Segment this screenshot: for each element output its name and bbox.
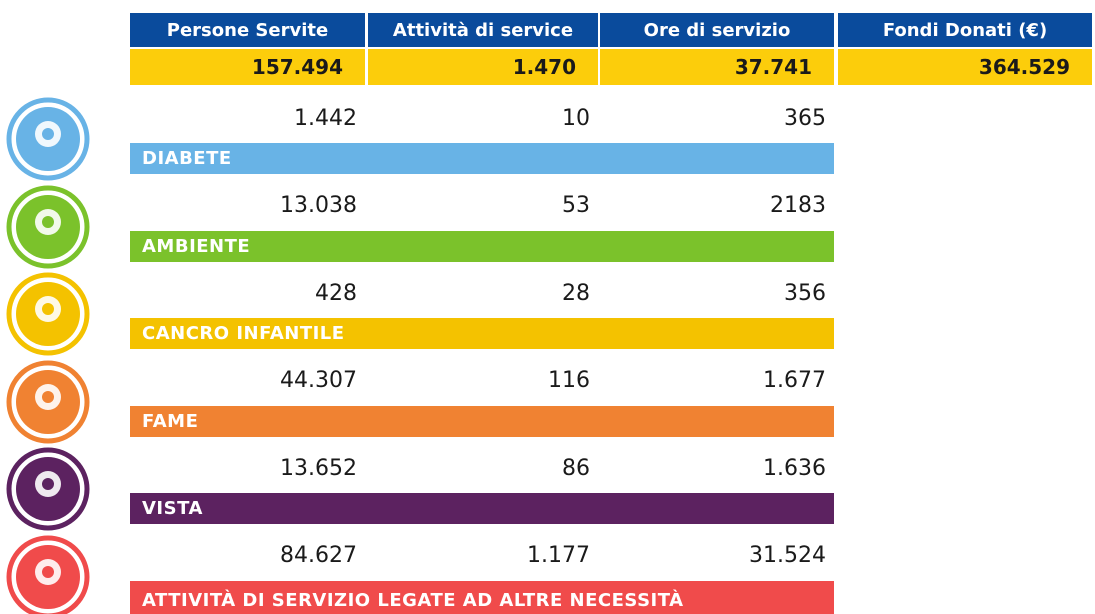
row-value: 53 [562,193,590,218]
row-value: 13.652 [280,455,357,481]
total-value: 157.494 [130,49,365,85]
category-bar: AMBIENTE [130,230,834,262]
row-value: 28 [562,280,590,306]
row-value: 1.636 [763,455,826,481]
column-header: Ore di servizio [600,13,834,47]
category-bar: ATTIVITÀ DI SERVIZIO LEGATE AD ALTRE NEC… [130,580,834,614]
row-value: 44.307 [280,368,357,393]
column-header: Persone Servite [130,13,365,47]
total-value: 1.470 [368,49,598,85]
category-icon [6,535,90,614]
row-value: 2183 [770,193,826,218]
category-bar: VISTA [130,493,834,524]
category-icon [6,447,90,531]
category-icon [6,185,90,268]
category-icon [6,97,90,181]
column-header: Fondi Donati (€) [838,13,1092,47]
row-value: 1.442 [294,105,357,131]
row-value: 13.038 [280,193,357,218]
row-value: 356 [784,280,826,306]
row-value: 86 [562,455,590,481]
row-value: 1.677 [763,368,826,393]
total-value: 37.741 [600,49,834,85]
row-value: 1.177 [527,543,590,568]
category-bar: CANCRO INFANTILE [130,318,834,349]
column-header: Attività di service [368,13,598,47]
total-value: 364.529 [838,49,1092,85]
category-icon [6,360,90,443]
category-bar: DIABETE [130,143,834,174]
row-value: 428 [315,280,357,306]
row-value: 365 [784,105,826,131]
row-value: 31.524 [749,543,826,568]
category-bar: FAME [130,405,834,437]
row-value: 116 [548,368,590,393]
row-value: 84.627 [280,543,357,568]
row-value: 10 [562,105,590,131]
category-icon [6,272,90,356]
